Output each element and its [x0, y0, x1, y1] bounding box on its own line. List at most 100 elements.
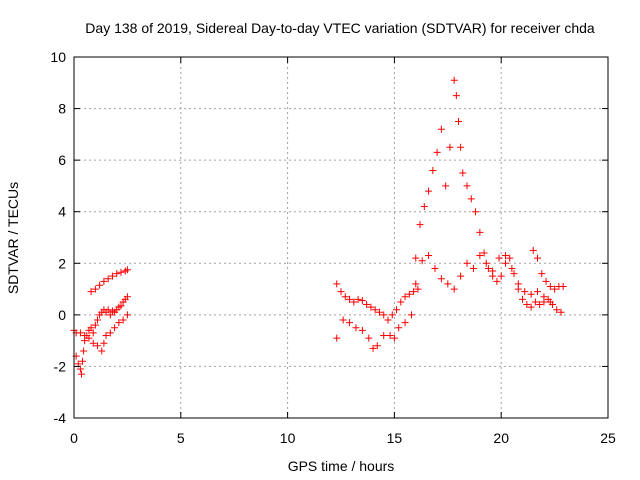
- data-point-marker: [514, 280, 522, 288]
- data-point-marker: [123, 266, 131, 274]
- data-point-marker: [123, 293, 131, 301]
- x-tick-label: 5: [177, 430, 185, 446]
- x-tick-label: 0: [70, 430, 78, 446]
- data-point-marker: [401, 319, 409, 327]
- data-point-marker: [87, 288, 95, 296]
- data-point-marker: [401, 293, 409, 301]
- data-point-marker: [425, 252, 433, 260]
- data-point-marker: [501, 259, 509, 267]
- data-point-marker: [540, 293, 548, 301]
- data-point-marker: [459, 169, 467, 177]
- data-point-marker: [81, 331, 89, 339]
- x-axis-label: GPS time / hours: [288, 458, 395, 474]
- data-point-marker: [76, 365, 84, 373]
- data-point-marker: [373, 342, 381, 350]
- data-point-marker: [506, 254, 514, 262]
- data-point-marker: [476, 252, 484, 260]
- x-tick-label: 15: [387, 430, 403, 446]
- data-point-marker: [106, 311, 114, 319]
- data-point-marker: [346, 319, 354, 327]
- data-point-marker: [397, 298, 405, 306]
- data-point-marker: [111, 324, 119, 332]
- data-point-marker: [467, 195, 475, 203]
- data-point-marker: [431, 264, 439, 272]
- data-point-marker: [363, 301, 371, 309]
- data-point-marker: [388, 311, 396, 319]
- data-point-marker: [418, 257, 426, 265]
- data-point-marker: [96, 281, 104, 289]
- data-point-marker: [484, 264, 492, 272]
- data-point-marker: [454, 117, 462, 125]
- data-point-marker: [93, 316, 101, 324]
- data-point-marker: [457, 143, 465, 151]
- data-point-marker: [433, 148, 441, 156]
- data-point-marker: [501, 252, 509, 260]
- data-point-marker: [87, 324, 95, 332]
- data-point-marker: [100, 277, 108, 285]
- data-point-marker: [551, 285, 559, 293]
- data-point-marker: [536, 301, 544, 309]
- data-point-marker: [523, 301, 531, 309]
- data-point-marker: [393, 306, 401, 314]
- data-point-marker: [557, 308, 565, 316]
- data-point-marker: [350, 298, 358, 306]
- data-point-marker: [538, 270, 546, 278]
- data-point-marker: [495, 254, 503, 262]
- data-point-marker: [546, 298, 554, 306]
- data-point-marker: [546, 282, 554, 290]
- data-point-marker: [108, 272, 116, 280]
- data-point-marker: [102, 331, 110, 339]
- data-point-marker: [117, 268, 125, 276]
- data-point-marker: [337, 288, 345, 296]
- data-point-marker: [446, 143, 454, 151]
- grid-lines: [74, 57, 608, 418]
- data-point-marker: [497, 272, 505, 280]
- data-point-marker: [519, 295, 527, 303]
- x-tick-label: 25: [600, 430, 616, 446]
- data-point-marker: [89, 339, 97, 347]
- data-point-marker: [80, 347, 88, 355]
- data-point-marker: [521, 288, 529, 296]
- x-tick-label: 20: [493, 430, 509, 446]
- data-point-marker: [386, 331, 394, 339]
- data-point-marker: [510, 270, 518, 278]
- data-point-marker: [482, 259, 490, 267]
- data-point-marker: [405, 290, 413, 298]
- data-point-marker: [463, 182, 471, 190]
- chart-title: Day 138 of 2019, Sidereal Day-to-day VTE…: [85, 20, 595, 36]
- data-point-marker: [352, 324, 360, 332]
- data-point-marker: [104, 275, 112, 283]
- data-point-marker: [367, 303, 375, 311]
- data-point-marker: [420, 203, 428, 211]
- data-point-marker: [429, 166, 437, 174]
- data-point-marker: [380, 311, 388, 319]
- y-tick-label: -2: [54, 358, 67, 374]
- data-point-marker: [390, 334, 398, 342]
- data-point-marker: [559, 282, 567, 290]
- data-point-marker: [358, 297, 366, 305]
- data-point-marker: [358, 326, 366, 334]
- data-point-marker: [76, 329, 84, 337]
- y-tick-label: 6: [58, 152, 66, 168]
- y-tick-label: 10: [50, 49, 66, 65]
- data-point-marker: [104, 306, 112, 314]
- data-point-marker: [527, 303, 535, 311]
- data-point-marker: [123, 311, 131, 319]
- data-point-marker: [407, 311, 415, 319]
- y-tick-label: 2: [58, 255, 66, 271]
- data-point-marker: [437, 275, 445, 283]
- data-point-marker: [452, 92, 460, 100]
- data-point-marker: [85, 334, 93, 342]
- data-point-marker: [354, 295, 362, 303]
- data-point-marker: [412, 254, 420, 262]
- data-point-marker: [480, 249, 488, 257]
- data-point-marker: [380, 331, 388, 339]
- y-tick-label: 0: [58, 307, 66, 323]
- data-point-marker: [489, 267, 497, 275]
- data-point-marker: [91, 321, 99, 329]
- data-point-marker: [444, 280, 452, 288]
- y-tick-label: -4: [54, 410, 67, 426]
- data-point-marker: [529, 246, 537, 254]
- data-point-marker: [106, 329, 114, 337]
